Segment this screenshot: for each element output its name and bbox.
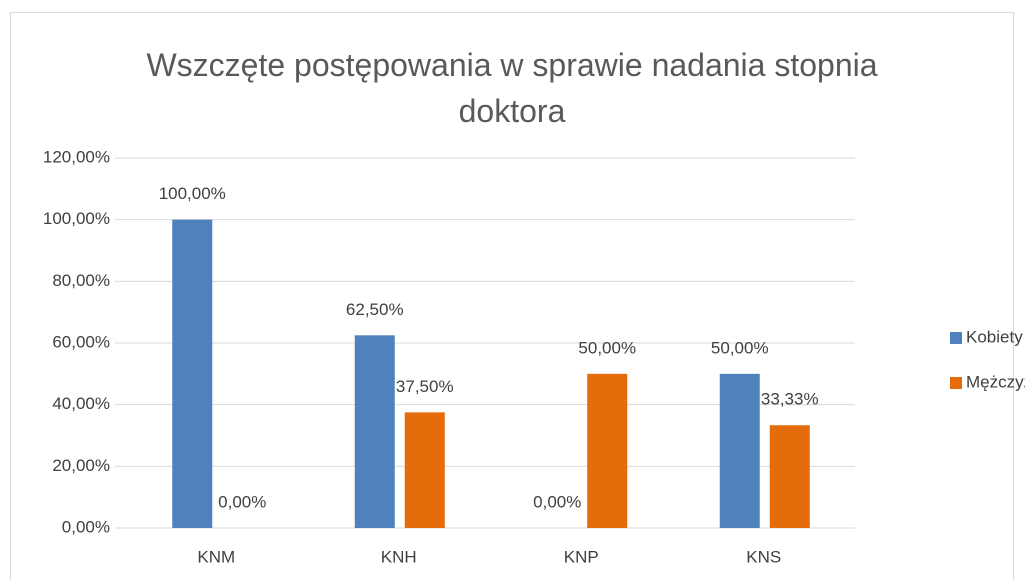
bar: [769, 425, 810, 528]
chart-title: Wszczęte postępowania w sprawie nadania …: [146, 47, 878, 129]
bar: [354, 335, 395, 528]
x-tick-label: KNS: [746, 547, 781, 566]
value-label: 37,50%: [396, 377, 454, 396]
value-label: 0,00%: [533, 492, 581, 511]
value-label: 33,33%: [761, 390, 819, 409]
value-label: 50,00%: [578, 338, 636, 357]
value-label: 50,00%: [711, 338, 769, 357]
y-tick-label: 80,00%: [52, 271, 110, 290]
bar: [719, 373, 760, 528]
legend-swatch: [950, 377, 962, 389]
y-tick-label: 40,00%: [52, 394, 110, 413]
bar: [172, 219, 213, 528]
x-tick-label: KNP: [564, 547, 599, 566]
legend-label: Mężczyźni: [966, 372, 1025, 391]
y-tick-label: 20,00%: [52, 456, 110, 475]
bar: [404, 412, 445, 528]
legend-swatch: [950, 332, 962, 344]
y-tick-label: 0,00%: [62, 517, 110, 536]
bar: [587, 373, 628, 528]
y-tick-label: 60,00%: [52, 332, 110, 351]
y-tick-label: 120,00%: [43, 147, 110, 166]
legend-label: Kobiety: [966, 327, 1023, 346]
x-tick-label: KNH: [381, 547, 417, 566]
value-label: 100,00%: [159, 184, 226, 203]
value-label: 0,00%: [218, 492, 266, 511]
x-tick-label: KNM: [197, 547, 235, 566]
chart-frame: [10, 12, 1014, 580]
y-tick-label: 100,00%: [43, 209, 110, 228]
value-label: 62,50%: [346, 300, 404, 319]
